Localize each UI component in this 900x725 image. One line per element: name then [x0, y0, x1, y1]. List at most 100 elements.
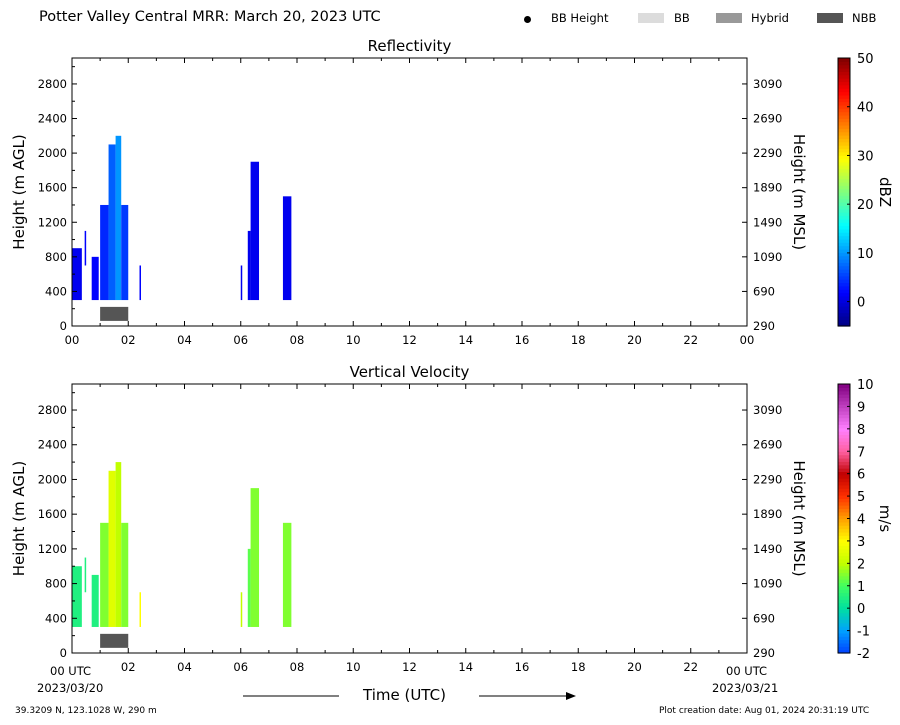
y-axis-title: Height (m AGL) [10, 134, 28, 249]
colorbar-segment [838, 552, 850, 557]
colorbar-segment [838, 165, 850, 170]
x-tick-label: 08 [290, 660, 305, 674]
colorbar-title: m/s [876, 505, 894, 533]
x-tick-label: 02 [121, 333, 136, 347]
colorbar-segment [838, 131, 850, 136]
y-tick-label: 0 [60, 646, 67, 660]
colorbar-segment [838, 434, 850, 439]
colorbar-tick-label: 1 [857, 580, 865, 595]
colorbar-segment [838, 299, 850, 304]
y-right-tick-label: 1890 [753, 507, 782, 521]
colorbar-segment [838, 420, 850, 425]
legend-label-bb: BB [674, 11, 690, 25]
echo-column-8 [139, 265, 141, 301]
colorbar-segment [838, 195, 850, 200]
y-right-tick-label: 2290 [753, 472, 782, 486]
echo-column-5 [108, 470, 116, 627]
y-tick-label: 800 [45, 250, 67, 264]
y-tick-label: 1200 [38, 215, 67, 229]
colorbar-segment [838, 181, 850, 186]
colorbar-segment [838, 622, 850, 627]
x-tick-label: 18 [571, 333, 586, 347]
colorbar-segment [838, 609, 850, 614]
colorbar-segment [838, 215, 850, 220]
colorbar-segment [838, 118, 850, 123]
colorbar-segment [838, 242, 850, 247]
colorbar-segment [838, 88, 850, 93]
colorbar-segment [838, 269, 850, 273]
echo-column-7 [121, 204, 129, 301]
x-tick-label: 12 [402, 333, 417, 347]
colorbar-segment [838, 525, 850, 530]
colorbar-segment [838, 478, 850, 483]
colorbar-segment [838, 218, 850, 223]
y-right-tick-label: 2690 [753, 438, 782, 452]
colorbar-segment [838, 431, 850, 436]
colorbar-segment [838, 387, 850, 392]
colorbar-segment [838, 78, 850, 83]
echo-column-5 [108, 144, 116, 301]
colorbar-segment [838, 272, 850, 277]
y-right-tick-label: 2290 [753, 146, 782, 160]
colorbar-segment [838, 128, 850, 133]
x-tick-label: 04 [177, 333, 192, 347]
x-tick-label: 02 [121, 660, 136, 674]
y-right-axis-title: Height (m MSL) [790, 460, 808, 576]
colorbar-segment [838, 309, 850, 314]
echo-column-7 [121, 522, 129, 627]
y-right-tick-label: 1490 [753, 542, 782, 556]
colorbar-segment [838, 579, 850, 583]
colorbar-tick-label: -2 [857, 647, 870, 662]
x-tick-label: 10 [346, 660, 361, 674]
colorbar-segment [838, 302, 850, 307]
colorbar-segment [838, 468, 850, 473]
echo-column-8 [139, 592, 141, 627]
colorbar-segment [838, 568, 850, 573]
colorbar-segment [838, 161, 850, 166]
colorbar-segment [838, 454, 850, 459]
colorbar-segment [838, 646, 850, 651]
colorbar-segment [838, 188, 850, 193]
start-date-label: 2023/03/20 [37, 681, 104, 695]
y-right-tick-label: 290 [753, 319, 775, 333]
colorbar-segment [838, 125, 850, 129]
colorbar-segment [838, 202, 850, 206]
colorbar-segment [838, 282, 850, 287]
colorbar-segment [838, 168, 850, 173]
colorbar-segment [838, 474, 850, 479]
colorbar-segment [838, 410, 850, 415]
colorbar-segment [838, 151, 850, 156]
echo-column-6 [115, 135, 122, 301]
echo-column-11 [250, 161, 260, 301]
colorbar-segment [838, 589, 850, 594]
colorbar-segment [838, 515, 850, 520]
colorbar-segment [838, 319, 850, 324]
colorbar-segment [838, 384, 850, 388]
colorbar-segment [838, 394, 850, 399]
y-right-tick-label: 1090 [753, 577, 782, 591]
echo-column-3 [91, 256, 99, 301]
y-tick-label: 2800 [38, 403, 67, 417]
colorbar-segment [838, 192, 850, 196]
colorbar-tick-label: 30 [857, 149, 874, 164]
echo-column-10 [247, 548, 251, 627]
nbb-bar-1 [100, 306, 129, 321]
colorbar-segment [838, 457, 850, 462]
colorbar-segment [838, 295, 850, 300]
echo-column-3 [91, 574, 99, 627]
colorbar-segment [838, 185, 850, 190]
colorbar-tick-label: 2 [857, 557, 865, 572]
colorbar-tick-label: 0 [857, 602, 865, 617]
colorbar-segment [838, 397, 850, 402]
colorbar-segment [838, 535, 850, 540]
chart-title: Vertical Velocity [350, 363, 470, 381]
y-tick-label: 1200 [38, 542, 67, 556]
y-tick-label: 2400 [38, 438, 67, 452]
y-axis-title: Height (m AGL) [10, 461, 28, 576]
colorbar-segment [838, 542, 850, 546]
colorbar-segment [838, 437, 850, 442]
colorbar-segment [838, 58, 850, 62]
colorbar-segment [838, 279, 850, 284]
y-tick-label: 2800 [38, 77, 67, 91]
colorbar-segment [838, 111, 850, 116]
